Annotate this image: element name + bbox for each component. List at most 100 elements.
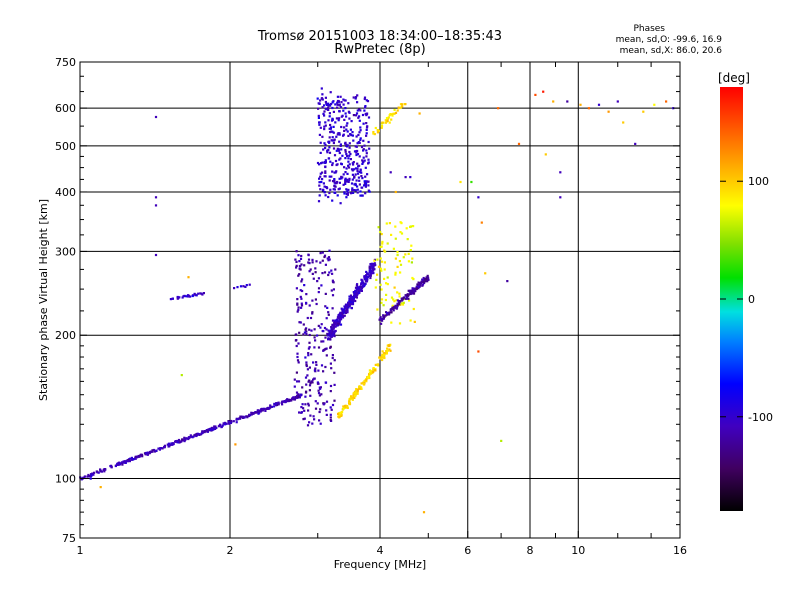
data-point: [185, 295, 188, 298]
data-point: [401, 105, 404, 108]
data-point: [579, 103, 582, 106]
data-point: [368, 190, 371, 193]
data-point: [389, 308, 392, 311]
data-point: [297, 274, 300, 277]
data-point: [250, 413, 253, 416]
data-point: [321, 272, 324, 275]
data-point: [338, 117, 341, 120]
data-point: [386, 349, 389, 352]
data-point: [130, 456, 133, 459]
x-tick-label: 4: [377, 544, 384, 557]
data-point: [333, 383, 336, 386]
data-point: [338, 103, 341, 106]
data-point: [344, 178, 347, 181]
data-point: [368, 269, 371, 272]
data-point: [343, 129, 346, 132]
data-point: [310, 380, 313, 383]
data-point: [328, 151, 332, 154]
data-point: [292, 398, 295, 401]
data-point: [317, 346, 321, 349]
data-point: [365, 134, 368, 137]
data-point: [417, 284, 420, 287]
data-point: [395, 299, 398, 302]
data-point: [386, 347, 389, 350]
data-point: [377, 129, 380, 132]
data-point: [318, 184, 321, 187]
data-point: [290, 399, 293, 402]
data-point: [313, 336, 316, 339]
data-point: [559, 196, 562, 199]
data-point: [359, 169, 362, 172]
data-point: [307, 254, 310, 257]
data-point: [316, 161, 320, 165]
data-point: [340, 414, 343, 417]
data-point: [335, 323, 338, 326]
data-point: [340, 175, 343, 178]
data-point: [367, 374, 370, 378]
data-point: [372, 131, 375, 134]
data-point: [269, 406, 272, 409]
data-point: [340, 163, 343, 166]
data-point: [344, 107, 347, 110]
data-point: [338, 181, 341, 184]
data-point: [304, 356, 307, 359]
data-point: [409, 225, 412, 228]
data-point: [373, 268, 376, 271]
data-point: [134, 455, 137, 458]
data-point: [385, 117, 389, 120]
data-point: [402, 256, 405, 259]
data-point: [506, 280, 509, 283]
data-point: [407, 293, 410, 296]
data-point: [616, 100, 619, 103]
data-point: [298, 411, 301, 414]
data-point: [312, 361, 315, 364]
data-point: [358, 115, 361, 118]
data-point: [309, 268, 312, 271]
data-point: [331, 163, 334, 167]
data-point: [394, 111, 398, 114]
data-point: [418, 112, 421, 115]
data-point: [534, 93, 537, 96]
data-point: [336, 316, 339, 319]
data-point: [342, 109, 345, 112]
data-point: [291, 397, 294, 400]
data-point: [396, 251, 399, 254]
data-point: [154, 115, 158, 119]
data-point: [348, 403, 352, 406]
data-point: [369, 263, 372, 266]
data-point: [326, 332, 329, 335]
data-point: [99, 486, 102, 489]
data-point: [365, 99, 368, 102]
data-point: [351, 303, 355, 306]
data-point: [257, 412, 260, 415]
data-point: [366, 125, 369, 128]
data-point: [356, 170, 359, 173]
data-point: [328, 175, 331, 178]
data-point: [327, 106, 330, 109]
data-point: [362, 139, 365, 142]
data-point: [297, 308, 300, 311]
data-point: [348, 298, 351, 301]
data-point: [313, 346, 316, 349]
data-point: [336, 133, 339, 136]
data-point: [146, 453, 149, 456]
data-point: [356, 142, 359, 145]
data-point: [220, 425, 223, 428]
data-point: [343, 99, 346, 102]
data-point: [394, 190, 397, 194]
data-point: [176, 296, 179, 299]
data-point: [393, 305, 396, 308]
data-point: [339, 314, 342, 317]
data-point: [269, 404, 272, 407]
colorbar-ticks: 100 0 -100: [720, 175, 773, 424]
data-point: [342, 134, 345, 137]
data-point: [321, 161, 324, 164]
data-point: [331, 136, 334, 139]
data-point: [318, 194, 321, 197]
data-point: [320, 162, 323, 165]
data-point: [412, 225, 415, 228]
data-point: [369, 372, 372, 375]
data-point: [323, 142, 326, 145]
data-point: [317, 392, 321, 395]
